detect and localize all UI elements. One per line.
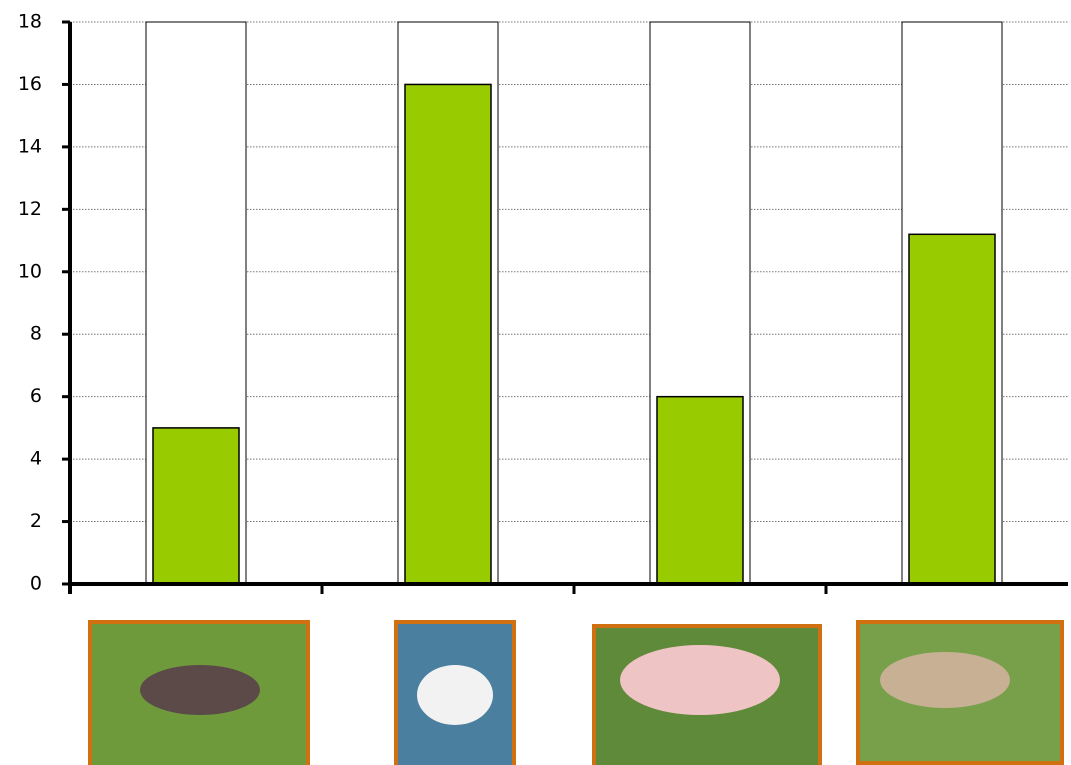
bar: [656, 395, 744, 585]
animal-pictures: [88, 620, 1064, 765]
y-tick-label: 2: [30, 510, 42, 532]
bar: [908, 233, 996, 585]
pig-shape: [620, 645, 780, 715]
bar: [404, 83, 492, 585]
y-tick-label: 16: [18, 73, 42, 95]
donkey-shape: [140, 665, 260, 715]
goose-shape: [417, 665, 493, 725]
y-tick-label: 8: [30, 323, 42, 345]
y-tick-label: 12: [18, 198, 42, 220]
y-tick-label: 14: [18, 135, 42, 157]
y-tick-label: 4: [30, 448, 42, 470]
bar: [152, 427, 240, 585]
y-tick-label: 0: [30, 573, 42, 595]
y-tick-label: 10: [18, 260, 42, 282]
y-tick-label: 18: [18, 11, 42, 33]
cow-shape: [880, 652, 1010, 708]
y-tick-label: 6: [30, 385, 42, 407]
